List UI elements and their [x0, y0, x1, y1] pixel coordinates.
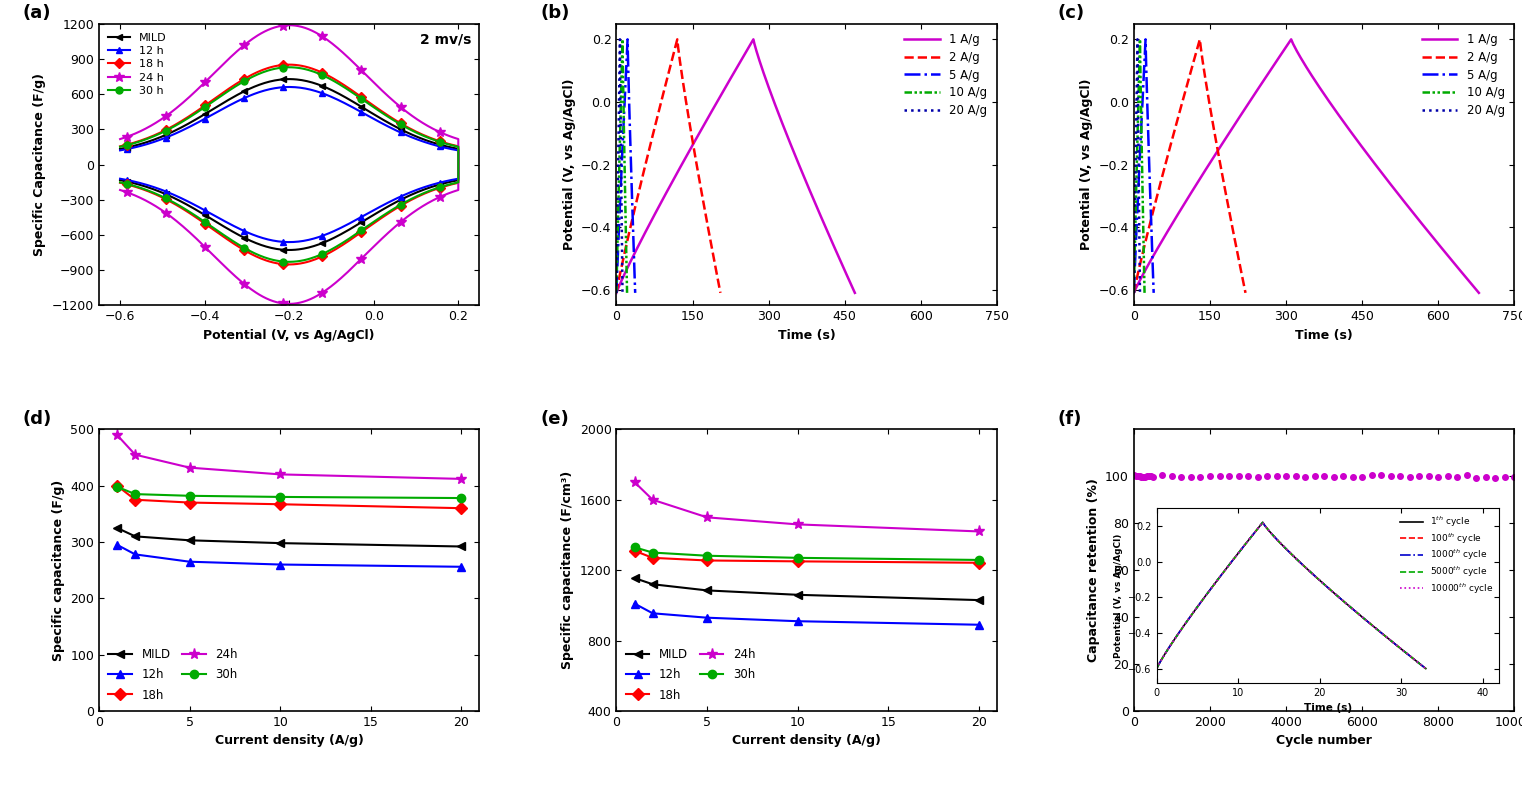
X-axis label: Potential (V, vs Ag/AgCl): Potential (V, vs Ag/AgCl) — [204, 329, 374, 342]
Text: (d): (d) — [23, 410, 52, 427]
Y-axis label: Specific capacitance (F/g): Specific capacitance (F/g) — [52, 480, 64, 660]
Legend: 1 A/g, 2 A/g, 5 A/g, 10 A/g, 20 A/g: 1 A/g, 2 A/g, 5 A/g, 10 A/g, 20 A/g — [1419, 29, 1508, 121]
Text: (a): (a) — [23, 4, 52, 22]
Text: (e): (e) — [540, 410, 569, 427]
Y-axis label: Specific Capacitance (F/g): Specific Capacitance (F/g) — [33, 73, 46, 256]
Legend: 1 A/g, 2 A/g, 5 A/g, 10 A/g, 20 A/g: 1 A/g, 2 A/g, 5 A/g, 10 A/g, 20 A/g — [901, 29, 991, 121]
Y-axis label: Potential (V, vs Ag/AgCl): Potential (V, vs Ag/AgCl) — [1081, 79, 1093, 250]
Legend: MILD, 12 h, 18 h, 24 h, 30 h: MILD, 12 h, 18 h, 24 h, 30 h — [105, 29, 170, 100]
Text: (c): (c) — [1058, 4, 1085, 22]
Text: (b): (b) — [540, 4, 569, 22]
X-axis label: Time (s): Time (s) — [778, 329, 836, 342]
Y-axis label: Potential (V, vs Ag/AgCl): Potential (V, vs Ag/AgCl) — [563, 79, 575, 250]
Y-axis label: Capacitance retention (%): Capacitance retention (%) — [1087, 478, 1099, 662]
X-axis label: Current density (A/g): Current density (A/g) — [732, 735, 881, 747]
Legend: MILD, 12h, 18h, 24h, 30h: MILD, 12h, 18h, 24h, 30h — [105, 645, 242, 705]
X-axis label: Cycle number: Cycle number — [1277, 735, 1371, 747]
X-axis label: Time (s): Time (s) — [1295, 329, 1353, 342]
X-axis label: Current density (A/g): Current density (A/g) — [215, 735, 364, 747]
Legend: MILD, 12h, 18h, 24h, 30h: MILD, 12h, 18h, 24h, 30h — [622, 645, 759, 705]
Text: (f): (f) — [1058, 410, 1082, 427]
Y-axis label: Specific capacitance (F/cm³): Specific capacitance (F/cm³) — [562, 471, 574, 669]
Text: 2 mv/s: 2 mv/s — [420, 32, 472, 46]
